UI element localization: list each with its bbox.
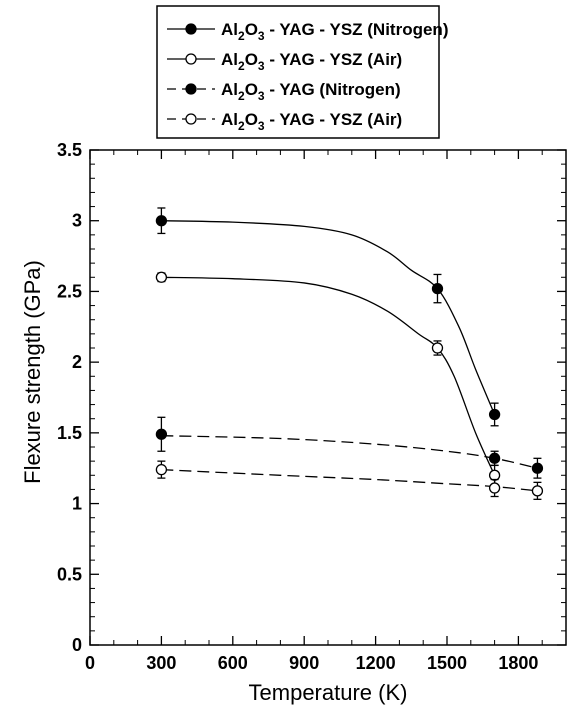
series-line-s1	[161, 220, 496, 415]
y-tick-label: 1	[72, 494, 82, 514]
data-point	[488, 452, 501, 464]
y-tick-label: 3.5	[57, 140, 82, 160]
y-tick-label: 0	[72, 635, 82, 655]
legend-label-s4: Al2O3 - YAG - YSZ (Air)	[221, 110, 402, 133]
y-tick-label: 0.5	[57, 564, 82, 584]
data-point	[488, 408, 501, 421]
data-point	[488, 469, 501, 481]
series-line-s4	[161, 468, 538, 492]
legend-label-s3: Al2O3 - YAG (Nitrogen)	[221, 80, 401, 103]
legend-marker-s4	[185, 113, 197, 125]
x-tick-label: 300	[146, 653, 176, 673]
x-tick-label: 1200	[356, 653, 396, 673]
legend-box	[156, 5, 440, 139]
legend-marker-s2	[185, 53, 197, 65]
series-line-s3	[161, 435, 538, 469]
series-line-s2	[161, 276, 496, 476]
y-tick-label: 1.5	[57, 423, 82, 443]
legend-marker-s3	[185, 83, 197, 95]
data-point	[155, 271, 168, 283]
x-axis-title: Temperature (K)	[249, 680, 408, 705]
series-s3	[155, 416, 544, 479]
series-s4	[155, 460, 544, 500]
plot-area	[155, 207, 544, 500]
data-point	[531, 485, 544, 497]
series-s1	[155, 207, 501, 427]
data-point	[488, 482, 501, 494]
data-point	[155, 463, 168, 476]
legend-marker-s1	[185, 23, 197, 35]
data-point	[155, 428, 168, 440]
x-tick-label: 600	[218, 653, 248, 673]
y-tick-label: 2.5	[57, 281, 82, 301]
y-axis-title: Flexure strength (GPa)	[20, 260, 45, 484]
data-point	[531, 462, 544, 474]
legend: Al2O3 - YAG - YSZ (Nitrogen) Al2O3 - YAG …	[156, 5, 448, 139]
legend-label-s1: Al2O3 - YAG - YSZ (Nitrogen)	[221, 20, 448, 43]
x-tick-label: 900	[289, 653, 319, 673]
legend-label-s2: Al2O3 - YAG - YSZ (Air)	[221, 50, 402, 73]
x-tick-label: 0	[85, 653, 95, 673]
x-tick-label: 1800	[498, 653, 538, 673]
data-point	[155, 215, 168, 227]
data-point	[431, 342, 444, 354]
y-tick-label: 2	[72, 352, 82, 372]
axes: 0 300 600 900 1200 1500 1800 0 0.5 1 1.5 2 2.5 3 3.5	[57, 140, 567, 673]
y-tick-label: 3	[72, 211, 82, 231]
x-tick-label: 1500	[427, 653, 467, 673]
data-point	[431, 282, 444, 295]
